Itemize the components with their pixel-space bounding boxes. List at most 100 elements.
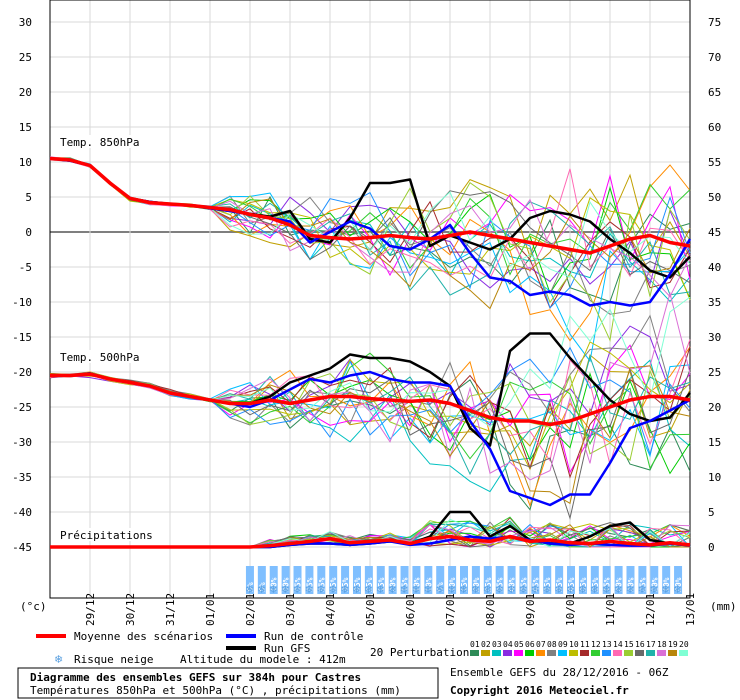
x-tick-label: 31/12 [164, 593, 177, 626]
x-tick-label: 04/01 [324, 593, 337, 626]
snow-risk-pct: 35% [496, 577, 505, 592]
main-series-lines [49, 156, 692, 549]
snow-risk-pct: 10% [662, 577, 671, 592]
snow-risk-pct: 45% [531, 577, 540, 592]
snow-risk-bar [483, 566, 492, 594]
left-tick-label: 25 [19, 51, 32, 64]
snow-risk-bar [329, 566, 338, 594]
left-tick-label: -45 [12, 541, 32, 554]
snow-risk-cell: 35%❄ [578, 566, 588, 596]
snow-risk-cell: 35%❄ [542, 566, 552, 596]
perturbation-id: 19 [668, 640, 678, 649]
mean-t850-line [49, 156, 691, 255]
snowflake-icon: ❄ [530, 583, 539, 596]
snow-risk-cell: 35%❄ [293, 566, 303, 596]
snow-risk-cell: 20%❄ [471, 566, 481, 596]
snow-risk-cell: 20%❄ [673, 566, 683, 596]
snowflake-icon: ❄ [340, 583, 349, 596]
left-tick-label: -5 [19, 261, 32, 274]
right-tick-label: 35 [708, 296, 721, 309]
snow-risk-bar [674, 566, 683, 594]
snowflake-icon: ❄ [447, 583, 456, 596]
snow-risk-pct: 5% [436, 582, 445, 592]
snowflake-icon: ❄ [661, 583, 670, 596]
snowflake-icon: ❄ [388, 583, 397, 596]
snow-risk-cell: 35%❄ [316, 566, 326, 596]
perturbations-label: 20 Perturbations [370, 646, 476, 659]
snow-risk-bar [245, 566, 254, 594]
snowflake-icon: ❄ [542, 583, 551, 596]
x-tick-label: 08/01 [484, 593, 497, 626]
snow-risk-pct: 15% [603, 577, 612, 592]
x-tick-label: 09/01 [524, 593, 537, 626]
snow-risk-pct: 35% [353, 577, 362, 592]
x-tick-label: 12/01 [644, 593, 657, 626]
x-tick-label: 03/01 [284, 593, 297, 626]
perturbation-swatch [646, 650, 655, 656]
snow-risk-bar [352, 566, 361, 594]
snow-risk-cell: 35%❄ [352, 566, 362, 596]
perturbation-swatch [558, 650, 567, 656]
snow-risk-bar [364, 566, 373, 594]
snow-risk-cell: 35%❄ [328, 566, 338, 596]
perturbation-swatch [525, 650, 534, 656]
snow-risk-cell: 20%❄ [625, 566, 635, 596]
snow-risk-pct: 35% [294, 577, 303, 592]
perturbation-swatch [679, 650, 688, 656]
perturbation-id: 17 [646, 640, 656, 649]
right-tick-label: 30 [708, 331, 721, 344]
perturbation-id: 10 [569, 640, 579, 649]
snow-risk-bar [436, 566, 445, 594]
snow-risk-bar [305, 566, 314, 594]
snow-risk-bar [293, 566, 302, 594]
snow-risk-pct: 25% [365, 577, 374, 592]
snowflake-icon: ❄ [554, 583, 563, 596]
perturbation-id: 15 [624, 640, 634, 649]
snow-risk-cell: 15%❄ [376, 566, 386, 596]
label-precip: Précipitations [60, 529, 153, 542]
snow-risk-cell: 20%❄ [388, 566, 398, 596]
right-tick-label: 55 [708, 156, 721, 169]
perturbation-swatch [580, 650, 589, 656]
x-tick-label: 30/12 [124, 593, 137, 626]
snow-risk-bar [317, 566, 326, 594]
snowflake-icon: ❄ [518, 583, 527, 596]
x-tick-label: 11/01 [604, 593, 617, 626]
snow-risk-pct: 35% [555, 577, 564, 592]
snowflake-icon: ❄ [495, 583, 504, 596]
snow-risk-cell: 35%❄ [340, 566, 350, 596]
snow-risk-cell: 15%❄ [602, 566, 612, 596]
perturbation-swatch [503, 650, 512, 656]
right-axis-unit: (mm) [710, 600, 737, 613]
right-tick-label: 40 [708, 261, 721, 274]
snow-risk-pct: 5% [258, 582, 267, 592]
x-tick-label: 10/01 [564, 593, 577, 626]
perturbation-swatch [624, 650, 633, 656]
perturbation-id: 05 [514, 640, 524, 649]
snowflake-icon: ❄ [269, 583, 278, 596]
snow-risk-bar [614, 566, 623, 594]
snow-risk-strip: 5%❄ 5%❄ 10%❄ 30%❄ 35%❄ 35%❄ 35%❄ 35%❄ 35%❄ 35%❄ 25… [245, 566, 683, 596]
snow-risk-cell: 25%❄ [637, 566, 647, 596]
snowflake-icon: ❄ [293, 583, 302, 596]
snow-risk-cell: 45%❄ [530, 566, 540, 596]
snowflake-icon: ❄ [245, 583, 254, 596]
snowflake-icon: ❄ [304, 583, 313, 596]
perturbation-id: 07 [536, 640, 546, 649]
footer-title: Diagramme des ensembles GEFS sur 384h po… [30, 671, 361, 684]
snow-risk-bar [555, 566, 564, 594]
snow-risk-cell: 15%❄ [459, 566, 469, 596]
right-tick-label: 50 [708, 191, 721, 204]
left-tick-label: 20 [19, 86, 32, 99]
right-tick-label: 15 [708, 436, 721, 449]
altitude-text: Altitude du modele : 412m [180, 653, 346, 666]
snowflake-icon: ❄ [578, 583, 587, 596]
footer-box [17, 667, 439, 699]
snowflake-icon: ❄ [376, 583, 385, 596]
legend-label-control: Run de contrôle [264, 630, 363, 643]
snow-risk-pct: 35% [579, 577, 588, 592]
perturbation-id: 08 [547, 640, 557, 649]
mean-precip-line [50, 534, 691, 549]
x-tick-label: 29/12 [84, 593, 97, 626]
